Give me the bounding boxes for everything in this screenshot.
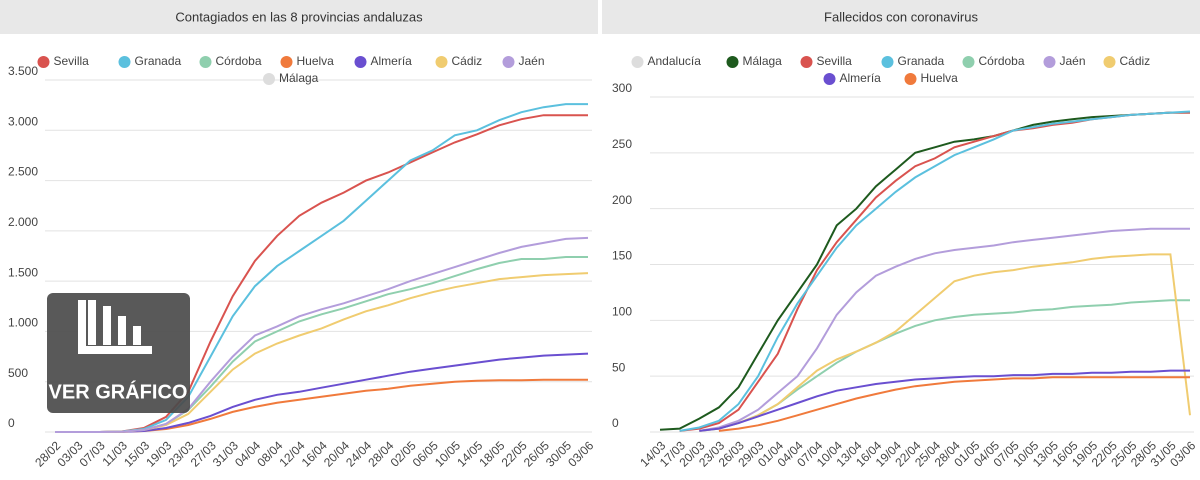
legend-label: Cádiz [452,54,483,68]
series-line [699,253,1191,432]
legend-label: Sevilla [817,54,853,68]
legend-marker [904,73,917,85]
legend-marker [354,56,367,68]
legend-label: Huelva [921,71,959,85]
panel-header [0,0,598,34]
y-tick-label: 2.500 [8,165,38,179]
legend-label: Granada [135,54,182,68]
legend-marker [280,56,293,68]
legend-label: Almería [371,54,413,68]
legend-marker [726,56,739,68]
legend-label: Cádiz [1120,54,1151,68]
series-line [699,369,1190,432]
legend-marker [502,56,515,68]
legend-label: Almería [840,71,882,85]
chart-icon [78,300,152,354]
chart-title: Contagiados en las 8 provincias andaluza… [175,9,423,24]
legend-label: Córdoba [216,54,262,68]
series-line [718,376,1190,432]
view-chart-button[interactable]: VER GRÁFICO [47,293,190,413]
y-tick-label: 250 [612,137,632,151]
legend-label: Córdoba [979,54,1025,68]
y-tick-label: 3.500 [8,64,38,78]
legend-marker [1103,56,1116,68]
legend-label: Málaga [743,54,783,68]
series-line [55,236,589,433]
y-tick-label: 200 [612,193,632,207]
y-tick-label: 150 [612,249,632,263]
legend-label: Granada [898,54,945,68]
y-tick-label: 0 [8,416,15,430]
legend-marker [1043,56,1056,68]
y-tick-label: 50 [612,360,626,374]
y-tick-label: 3.000 [8,114,38,128]
legend-marker [435,56,448,68]
y-tick-label: 1.000 [8,316,38,330]
series-line [659,111,1190,431]
y-tick-label: 500 [8,366,28,380]
legend-marker [962,56,975,68]
legend-label: Andalucía [648,54,702,68]
y-tick-label: 300 [612,81,632,95]
y-tick-label: 1.500 [8,265,38,279]
legend-label: Jaén [519,54,545,68]
legend-marker [37,56,50,68]
legend-marker [199,56,212,68]
legend-label: Málaga [279,71,319,85]
legend-marker [881,56,894,68]
panel-header [602,0,1200,34]
chart-title: Fallecidos con coronavirus [824,9,978,24]
y-tick-label: 0 [612,416,619,430]
y-tick-label: 100 [612,305,632,319]
legend-marker [800,56,813,68]
legend-label: Jaén [1060,54,1086,68]
y-tick-label: 2.000 [8,215,38,229]
legend-marker [631,56,644,68]
legend-label: Huelva [297,54,335,68]
x-tick-label: 03/06 [565,438,596,469]
series-line [679,110,1191,432]
legend-marker [263,73,275,85]
legend-marker [823,73,836,85]
legend-label: Sevilla [54,54,90,68]
legend-marker [118,56,131,68]
button-label[interactable]: VER GRÁFICO [49,380,188,403]
series-line [699,227,1190,432]
